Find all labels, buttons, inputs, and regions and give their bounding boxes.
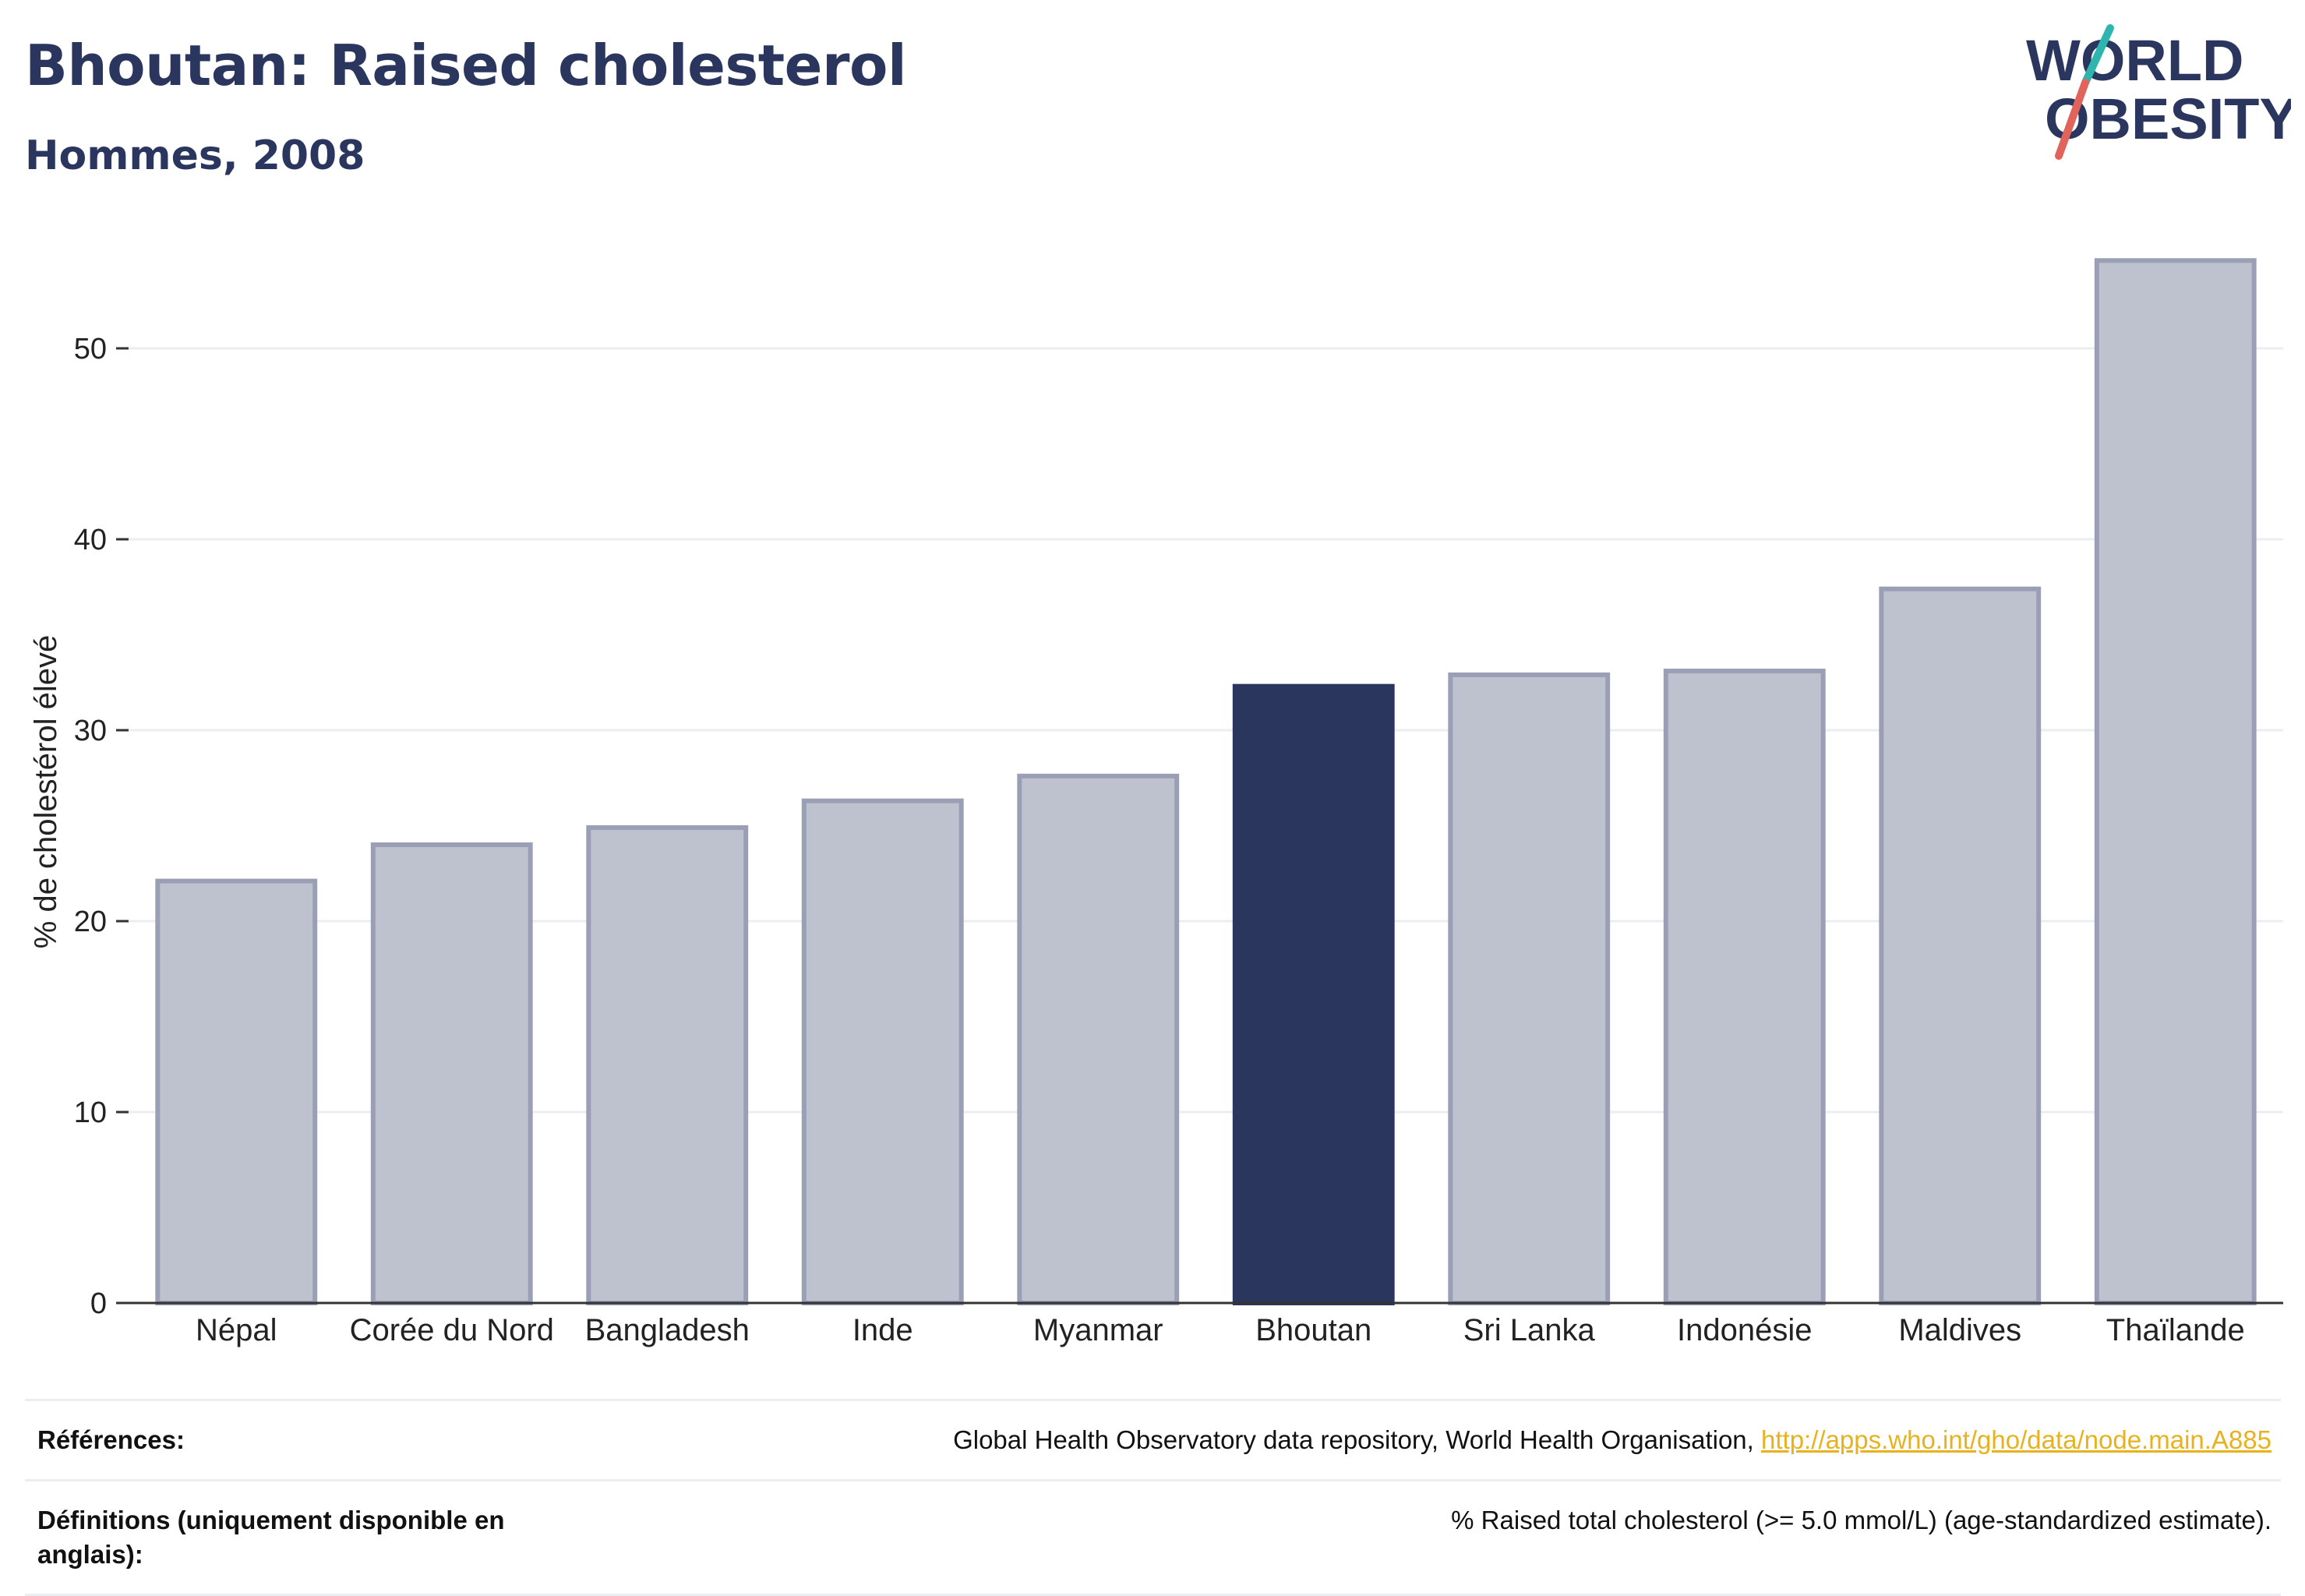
y-axis-label: % de cholestérol élevé [29,635,63,948]
references-label: Références: [37,1425,185,1454]
definitions-value: % Raised total cholesterol (>= 5.0 mmol/… [1451,1506,2271,1534]
x-tick-label: Thaïlande [2106,1313,2245,1347]
bar [2094,258,2257,1305]
bar [1017,773,1180,1305]
x-tick-label: Indonésie [1677,1313,1812,1347]
bar [370,842,533,1305]
logo-slash-red [2055,79,2089,160]
y-tick-label: 0 [90,1287,107,1320]
references-value: Global Health Observatory data repositor… [953,1423,2271,1457]
y-tick-label: 40 [74,524,107,556]
references-link[interactable]: http://apps.who.int/gho/data/node.main.A… [1761,1425,2271,1454]
definitions-row: Définitions (uniquement disponible en an… [25,1479,2281,1596]
bar [801,798,964,1305]
y-tick-label: 30 [74,715,107,747]
y-tick-label: 20 [74,906,107,938]
bar [586,824,749,1305]
logo-line2: OBESITY [2045,87,2291,151]
x-tick-label: Bhoutan [1255,1313,1371,1347]
logo-slash-teal [2081,24,2114,87]
bar-chart: 0 10 20 30 40 50 % de cholestérol élevé Népal Co… [29,258,2283,1347]
bar [1879,586,2042,1305]
x-tick-label: Sri Lanka [1463,1313,1596,1347]
definitions-label: Définitions (uniquement disponible en an… [37,1506,505,1569]
bar-highlight [1232,683,1395,1305]
x-tick-label: Inde [852,1313,913,1347]
x-tick-label: Myanmar [1033,1313,1163,1347]
references-text: Global Health Observatory data repositor… [953,1425,1762,1454]
chart-subtitle: Hommes, 2008 [25,132,365,179]
x-tick-label: Maldives [1898,1313,2021,1347]
bar [1663,669,1826,1305]
x-tick-label: Bangladesh [585,1313,750,1347]
bar [1448,672,1611,1305]
references-row: Références: Global Health Observatory da… [25,1399,2281,1479]
y-tick-label: 50 [74,333,107,365]
footer: Références: Global Health Observatory da… [25,1399,2281,1596]
logo-line1: WORLD [2026,28,2244,93]
world-obesity-logo: WORLD OBESITY [2026,24,2291,160]
x-tick-label: Corée du Nord [350,1313,554,1347]
x-tick-label: Népal [196,1313,277,1347]
y-tick-label: 10 [74,1096,107,1129]
chart-title: Bhoutan: Raised cholesterol [25,33,907,98]
bar [155,878,318,1306]
